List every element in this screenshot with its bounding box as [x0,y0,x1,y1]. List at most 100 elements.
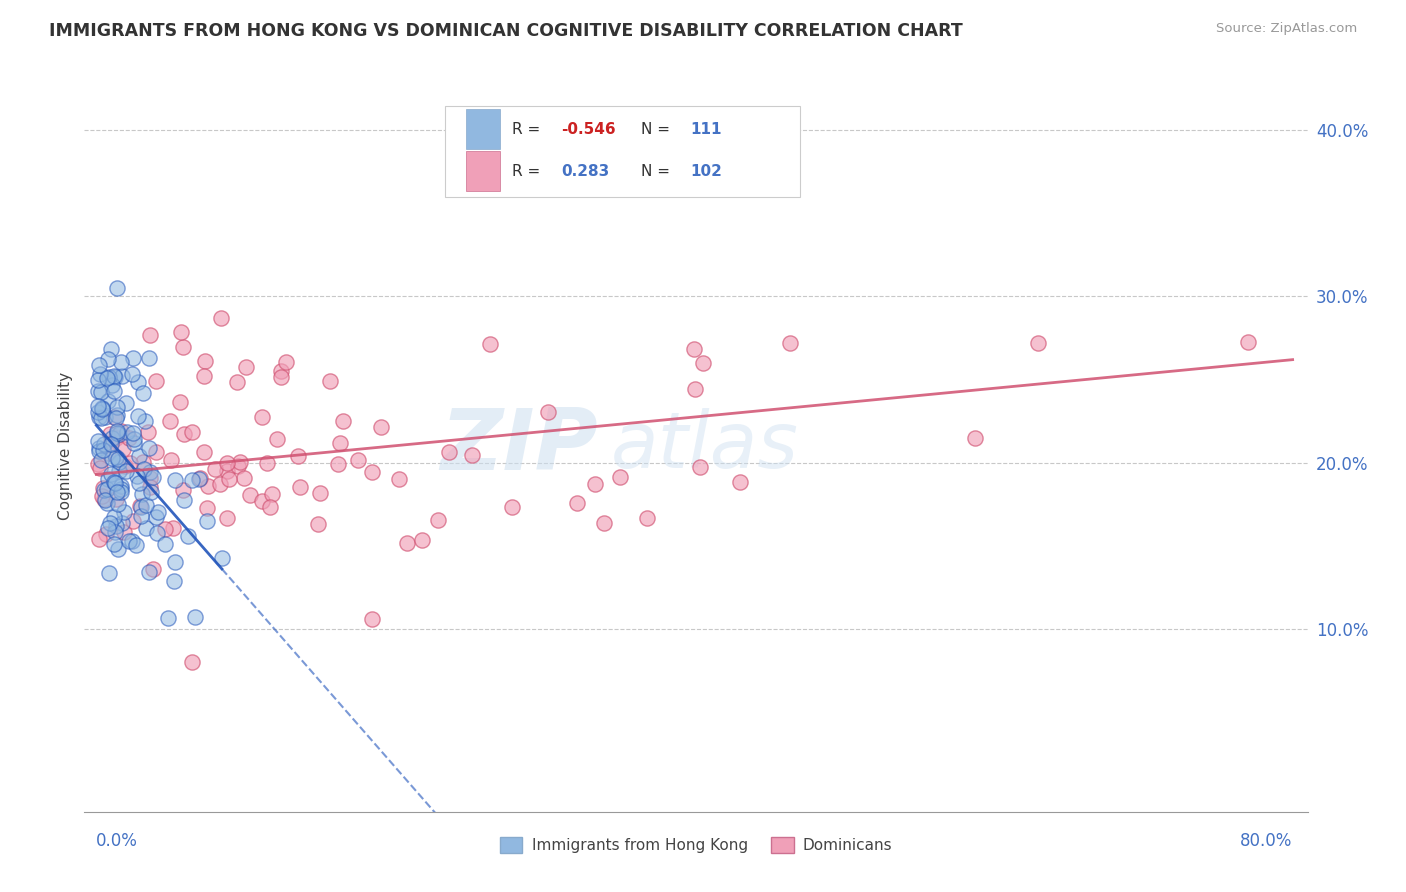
Point [1028,335,1050,350]
Point [110,424,132,438]
Point [309,486,332,500]
Point [103,510,125,524]
Point [779,335,801,350]
Point [328,458,350,472]
Point [97,352,120,367]
Point [115,395,138,409]
Point [370,420,392,434]
Text: 80.0%: 80.0% [1240,831,1292,850]
Point [132,455,155,469]
Point [537,405,560,419]
Point [193,445,215,459]
Point [138,566,160,580]
Point [145,374,167,388]
Point [87,443,110,458]
Point [138,442,160,456]
Point [195,501,218,516]
Point [195,514,218,528]
Point [97,446,120,460]
Text: IMMIGRANTS FROM HONG KONG VS DOMINICAN COGNITIVE DISABILITY CORRELATION CHART: IMMIGRANTS FROM HONG KONG VS DOMINICAN C… [49,22,963,40]
Point [104,475,127,490]
Point [87,373,110,387]
Point [87,405,110,419]
Bar [465,151,501,191]
Point [127,409,149,423]
Point [215,511,238,525]
Point [396,536,419,550]
Point [87,358,110,372]
Point [256,456,278,470]
Point [274,354,297,368]
Point [105,280,128,294]
Point [111,368,134,383]
Text: 0.0%: 0.0% [97,831,138,850]
Text: N =: N = [641,122,675,137]
Point [177,529,200,543]
Point [270,369,292,384]
Point [461,448,484,462]
Point [173,493,195,508]
Point [180,473,202,487]
Point [129,499,152,513]
Point [965,431,987,445]
Point [146,526,169,541]
Point [100,450,122,465]
Point [90,453,112,467]
Point [427,513,450,527]
Point [89,532,111,546]
Point [361,612,384,626]
Point [105,450,128,465]
Point [145,445,167,459]
Point [114,459,136,474]
Point [87,441,110,455]
Point [209,310,232,325]
Point [193,368,215,383]
Text: Source: ZipAtlas.com: Source: ZipAtlas.com [1216,22,1357,36]
Point [139,465,162,479]
Point [97,394,120,409]
Point [96,371,118,385]
Point [87,400,110,414]
Point [132,386,155,401]
Point [129,508,152,523]
Point [479,336,502,351]
Point [112,524,135,539]
Point [98,426,121,441]
Point [110,483,132,497]
Point [172,483,194,497]
Point [108,464,131,478]
Point [162,521,184,535]
Point [127,375,149,389]
Bar [465,109,501,149]
Point [184,610,207,624]
Point [91,442,114,457]
Point [139,471,162,485]
Point [159,414,181,428]
Point [103,369,125,384]
Point [122,426,145,441]
Point [225,376,247,390]
Point [142,562,165,576]
Point [87,410,110,425]
Point [115,464,138,478]
Point [204,462,226,476]
Point [307,516,329,531]
FancyBboxPatch shape [446,106,800,197]
Point [165,474,187,488]
Point [105,426,128,441]
Point [107,497,129,511]
Point [105,401,128,415]
Point [211,550,233,565]
Point [104,411,127,425]
Point [98,516,121,530]
Point [90,411,112,425]
Point [1236,334,1258,349]
Point [100,378,122,392]
Point [104,491,127,506]
Point [103,536,125,550]
Point [96,472,118,486]
Point [118,431,141,445]
Point [139,479,162,493]
Point [105,408,128,422]
Point [125,468,148,483]
